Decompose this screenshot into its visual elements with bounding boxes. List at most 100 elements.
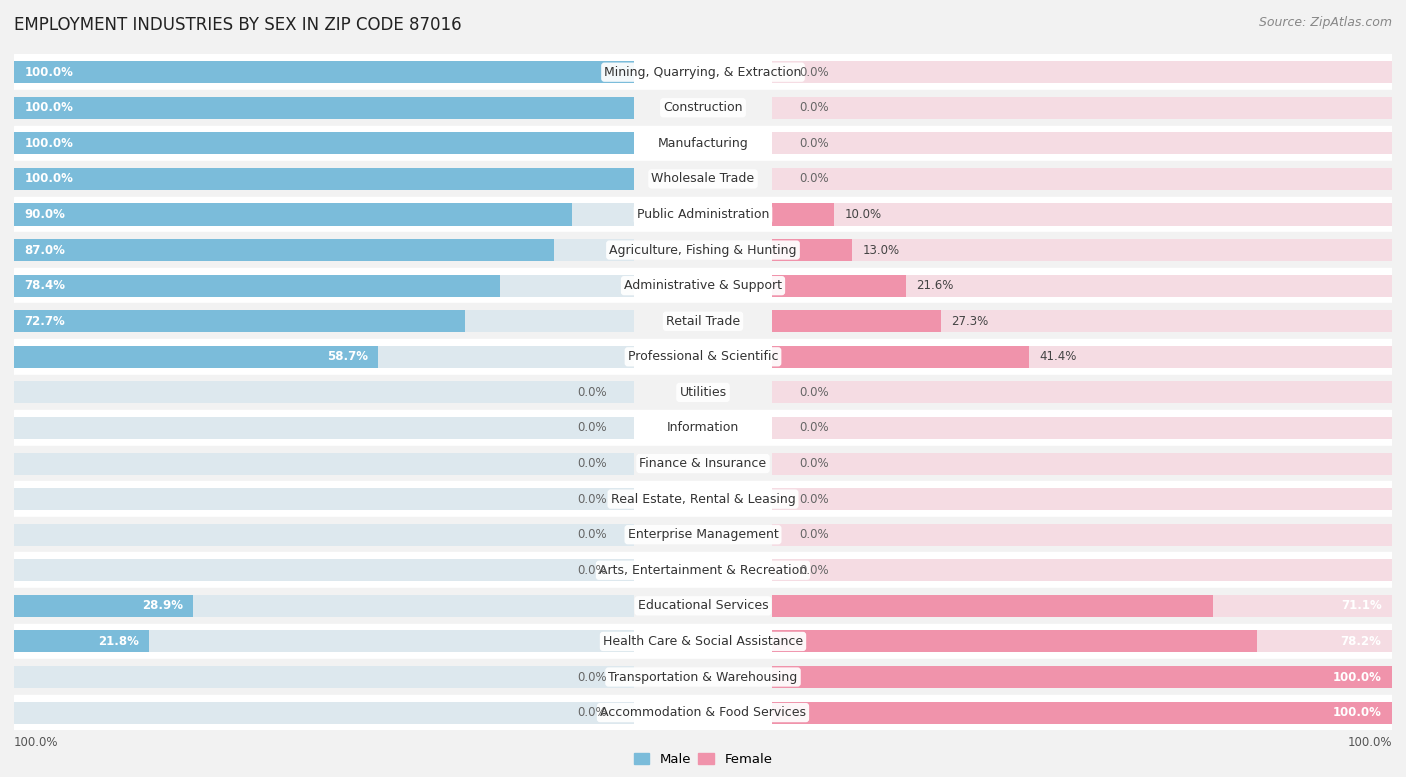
- Bar: [14, 488, 634, 510]
- Text: Transportation & Warehousing: Transportation & Warehousing: [609, 671, 797, 684]
- Bar: [772, 488, 1392, 510]
- Text: 90.0%: 90.0%: [24, 208, 65, 221]
- Bar: [772, 96, 1392, 119]
- Bar: [772, 452, 1392, 475]
- Text: Information: Information: [666, 421, 740, 434]
- Bar: [772, 310, 941, 333]
- Bar: [772, 61, 1392, 83]
- Text: 0.0%: 0.0%: [800, 137, 830, 150]
- Text: 0.0%: 0.0%: [800, 66, 830, 78]
- Bar: [14, 417, 634, 439]
- Bar: [14, 346, 634, 368]
- Text: 100.0%: 100.0%: [24, 66, 73, 78]
- Text: Professional & Scientific: Professional & Scientific: [627, 350, 779, 364]
- Text: Educational Services: Educational Services: [638, 599, 768, 612]
- Text: 0.0%: 0.0%: [576, 386, 606, 399]
- Text: 0.0%: 0.0%: [800, 386, 830, 399]
- Bar: [772, 204, 1392, 225]
- Text: Source: ZipAtlas.com: Source: ZipAtlas.com: [1258, 16, 1392, 29]
- Bar: [772, 168, 1392, 190]
- Text: 0.0%: 0.0%: [576, 671, 606, 684]
- Bar: [14, 132, 634, 155]
- Bar: [14, 702, 634, 723]
- Bar: [14, 659, 1392, 695]
- Text: 100.0%: 100.0%: [24, 101, 73, 114]
- Bar: [14, 559, 634, 581]
- Bar: [14, 161, 1392, 197]
- Bar: [772, 346, 1029, 368]
- Bar: [772, 239, 1392, 261]
- Bar: [14, 239, 554, 261]
- Bar: [14, 239, 634, 261]
- Text: Enterprise Management: Enterprise Management: [627, 528, 779, 542]
- Bar: [14, 595, 193, 617]
- Text: 87.0%: 87.0%: [24, 243, 65, 256]
- Bar: [772, 524, 1392, 545]
- Bar: [14, 446, 1392, 481]
- Text: 100.0%: 100.0%: [24, 172, 73, 186]
- Bar: [14, 517, 1392, 552]
- Legend: Male, Female: Male, Female: [628, 747, 778, 771]
- Bar: [772, 702, 1392, 723]
- Bar: [14, 96, 634, 119]
- Bar: [14, 382, 634, 403]
- Text: 0.0%: 0.0%: [576, 493, 606, 506]
- Bar: [14, 274, 634, 297]
- Bar: [772, 666, 1392, 688]
- Bar: [14, 90, 1392, 126]
- Text: Agriculture, Fishing & Hunting: Agriculture, Fishing & Hunting: [609, 243, 797, 256]
- Text: 41.4%: 41.4%: [1039, 350, 1077, 364]
- Bar: [14, 481, 1392, 517]
- Bar: [772, 595, 1213, 617]
- Bar: [14, 168, 634, 190]
- Text: Construction: Construction: [664, 101, 742, 114]
- Bar: [14, 524, 634, 545]
- Text: 100.0%: 100.0%: [14, 736, 59, 749]
- Text: 0.0%: 0.0%: [800, 528, 830, 542]
- Text: 72.7%: 72.7%: [24, 315, 65, 328]
- Bar: [772, 630, 1257, 653]
- Text: 0.0%: 0.0%: [800, 493, 830, 506]
- Text: 0.0%: 0.0%: [576, 528, 606, 542]
- Text: 21.8%: 21.8%: [98, 635, 139, 648]
- Bar: [14, 339, 1392, 375]
- Text: Public Administration: Public Administration: [637, 208, 769, 221]
- Bar: [14, 452, 634, 475]
- Bar: [14, 310, 634, 333]
- Bar: [14, 304, 1392, 339]
- Bar: [14, 204, 572, 225]
- Bar: [14, 96, 634, 119]
- Bar: [14, 126, 1392, 161]
- Bar: [14, 132, 634, 155]
- Bar: [14, 375, 1392, 410]
- Bar: [14, 346, 378, 368]
- Text: 0.0%: 0.0%: [576, 564, 606, 577]
- Bar: [14, 197, 1392, 232]
- Bar: [14, 274, 501, 297]
- Bar: [772, 274, 1392, 297]
- Text: 0.0%: 0.0%: [576, 457, 606, 470]
- Bar: [772, 595, 1392, 617]
- Bar: [772, 702, 1392, 723]
- Text: Finance & Insurance: Finance & Insurance: [640, 457, 766, 470]
- Text: 100.0%: 100.0%: [1333, 671, 1382, 684]
- Text: Accommodation & Food Services: Accommodation & Food Services: [600, 706, 806, 719]
- Text: 0.0%: 0.0%: [800, 421, 830, 434]
- Text: 100.0%: 100.0%: [1333, 706, 1382, 719]
- Text: Real Estate, Rental & Leasing: Real Estate, Rental & Leasing: [610, 493, 796, 506]
- Bar: [14, 595, 634, 617]
- Bar: [14, 204, 634, 225]
- Text: 0.0%: 0.0%: [800, 101, 830, 114]
- Text: Wholesale Trade: Wholesale Trade: [651, 172, 755, 186]
- Text: 28.9%: 28.9%: [142, 599, 183, 612]
- Text: 27.3%: 27.3%: [952, 315, 988, 328]
- Text: 100.0%: 100.0%: [24, 137, 73, 150]
- Bar: [772, 346, 1392, 368]
- Bar: [14, 695, 1392, 730]
- Text: Arts, Entertainment & Recreation: Arts, Entertainment & Recreation: [599, 564, 807, 577]
- Bar: [772, 132, 1392, 155]
- Text: Utilities: Utilities: [679, 386, 727, 399]
- Bar: [14, 61, 634, 83]
- Bar: [772, 204, 834, 225]
- Bar: [14, 310, 465, 333]
